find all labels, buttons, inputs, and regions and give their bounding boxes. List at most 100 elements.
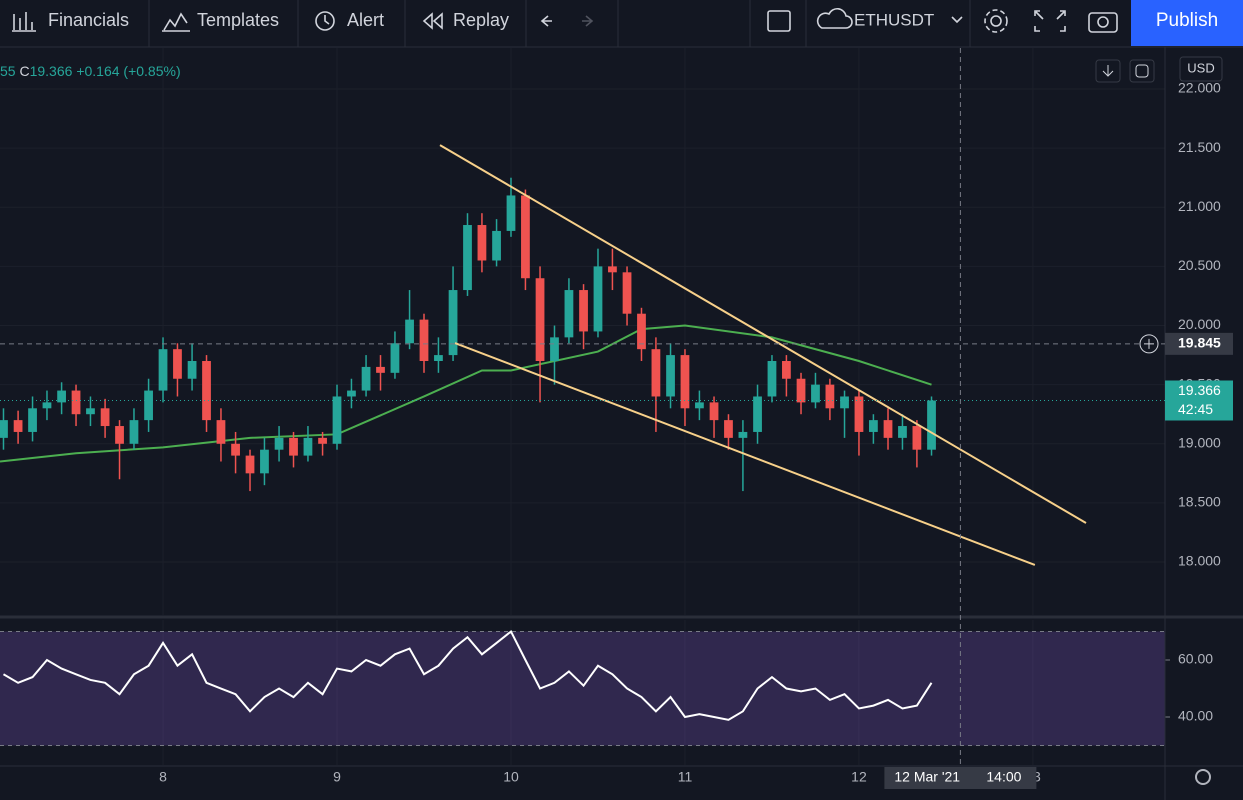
legend: 55 C19.366 +0.164 (+0.85%) [0, 63, 181, 79]
toolbar-icons [12, 8, 1118, 33]
candle-body [506, 195, 516, 231]
candle-body [57, 390, 66, 403]
candle-body [245, 455, 255, 474]
rsi-band [0, 631, 1165, 746]
currency-button[interactable] [1179, 56, 1223, 82]
toolbar-bg [0, 0, 1243, 47]
candle-body [651, 349, 661, 397]
candle-body [216, 420, 226, 444]
candle-body [521, 195, 530, 279]
legend-item: 19.366 [30, 63, 73, 79]
publish-button[interactable]: Publish [1156, 10, 1218, 31]
candle-body [535, 278, 545, 362]
settings-icon[interactable] [1195, 769, 1211, 785]
candle-body [492, 230, 501, 261]
candle-body [738, 431, 748, 438]
symbol-button[interactable]: ETHUSDT [854, 10, 934, 29]
candle-body [158, 349, 168, 391]
toolbar-button[interactable]: Financials [48, 10, 129, 30]
x-tick-label: 11 [678, 769, 693, 785]
x-tick-label: 8 [159, 769, 167, 785]
candle-body [898, 426, 907, 438]
candle-body [724, 420, 733, 438]
candle-body [883, 420, 893, 438]
y-tick-label: 18.000 [1178, 553, 1221, 569]
reset-icon [1135, 64, 1149, 78]
candle-body [608, 266, 617, 273]
candle-body [231, 443, 240, 456]
currency-label: USD [1187, 60, 1214, 75]
reset-button[interactable] [1129, 59, 1155, 83]
scroll-button[interactable] [1095, 59, 1121, 83]
candle-body [115, 426, 124, 444]
candle-body [753, 396, 762, 432]
candle-body [550, 337, 559, 362]
candle-body [28, 408, 37, 432]
y-tick-label: 20.000 [1178, 316, 1221, 332]
candle-body [187, 361, 197, 379]
rsi-tick-label: 60.00 [1178, 651, 1213, 667]
crosshair-time-label: 14:00 [986, 769, 1021, 785]
last-price-label: 19.366 [1178, 382, 1221, 398]
crosshair-price-tag [1165, 332, 1233, 355]
candle-body [564, 290, 574, 338]
y-tick-label: 18.500 [1178, 494, 1221, 510]
trend-line[interactable] [439, 144, 1087, 524]
candle-body [13, 420, 23, 432]
countdown-label: 42:45 [1178, 401, 1213, 417]
candle-body [260, 449, 269, 474]
y-tick-label: 21.000 [1178, 198, 1221, 214]
candle-body [129, 420, 139, 444]
candle-body [593, 266, 603, 332]
toolbar: Financials Templates Alert Replay ETHUSD… [0, 0, 1243, 48]
candle-body [144, 390, 153, 421]
candle-body [477, 225, 487, 261]
candle-body [202, 361, 211, 421]
x-tick-label: 10 [503, 769, 519, 785]
legend-item: +0.164 (+0.85%) [76, 63, 180, 79]
add-alert-icon [1144, 338, 1154, 349]
candle-body [318, 437, 327, 444]
trend-line[interactable] [454, 342, 1036, 566]
y-tick-label: 22.000 [1178, 80, 1221, 96]
candle-body [173, 349, 182, 379]
candle-body [405, 319, 414, 344]
plot: 22.00021.50021.00020.50020.00019.50019.0… [0, 47, 1243, 800]
candle-body [361, 366, 371, 391]
toolbar-button[interactable]: Alert [347, 10, 384, 30]
toolbar-button[interactable]: Templates [197, 10, 279, 30]
crosshair-time-tag [884, 767, 1037, 789]
toolbar-separators [148, 0, 971, 47]
candle-body [71, 390, 81, 415]
candle-body [463, 225, 472, 291]
candle-body [100, 408, 110, 427]
moving-average [0, 324, 932, 463]
candle-body [869, 420, 878, 432]
x-tick-label: 9 [333, 769, 341, 785]
candle-body [434, 355, 443, 362]
last-price-tag [1165, 380, 1233, 421]
legend-item: 55 [0, 63, 16, 79]
toolbar-button[interactable]: Replay [453, 10, 509, 30]
y-tick-label: 20.500 [1178, 257, 1221, 273]
candle-body [695, 402, 704, 409]
candle-body [927, 400, 936, 450]
candle-body [854, 396, 864, 432]
candle-body [0, 420, 8, 438]
y-tick-label: 19.000 [1178, 434, 1221, 450]
candle-body [579, 290, 588, 332]
publish-button-bg[interactable] [1131, 0, 1243, 46]
candle-body [419, 319, 429, 362]
candle-body [825, 384, 835, 409]
candle-body [680, 355, 690, 409]
candle-body [782, 361, 791, 379]
crosshair-date-label: 12 Mar '21 [894, 769, 960, 785]
candle-body [622, 272, 632, 314]
candle-body [274, 437, 284, 450]
candle-body [637, 313, 646, 350]
legend-item: C [19, 63, 29, 79]
candle-body [448, 290, 458, 356]
candle-body [347, 390, 356, 397]
candle-body [42, 402, 52, 409]
